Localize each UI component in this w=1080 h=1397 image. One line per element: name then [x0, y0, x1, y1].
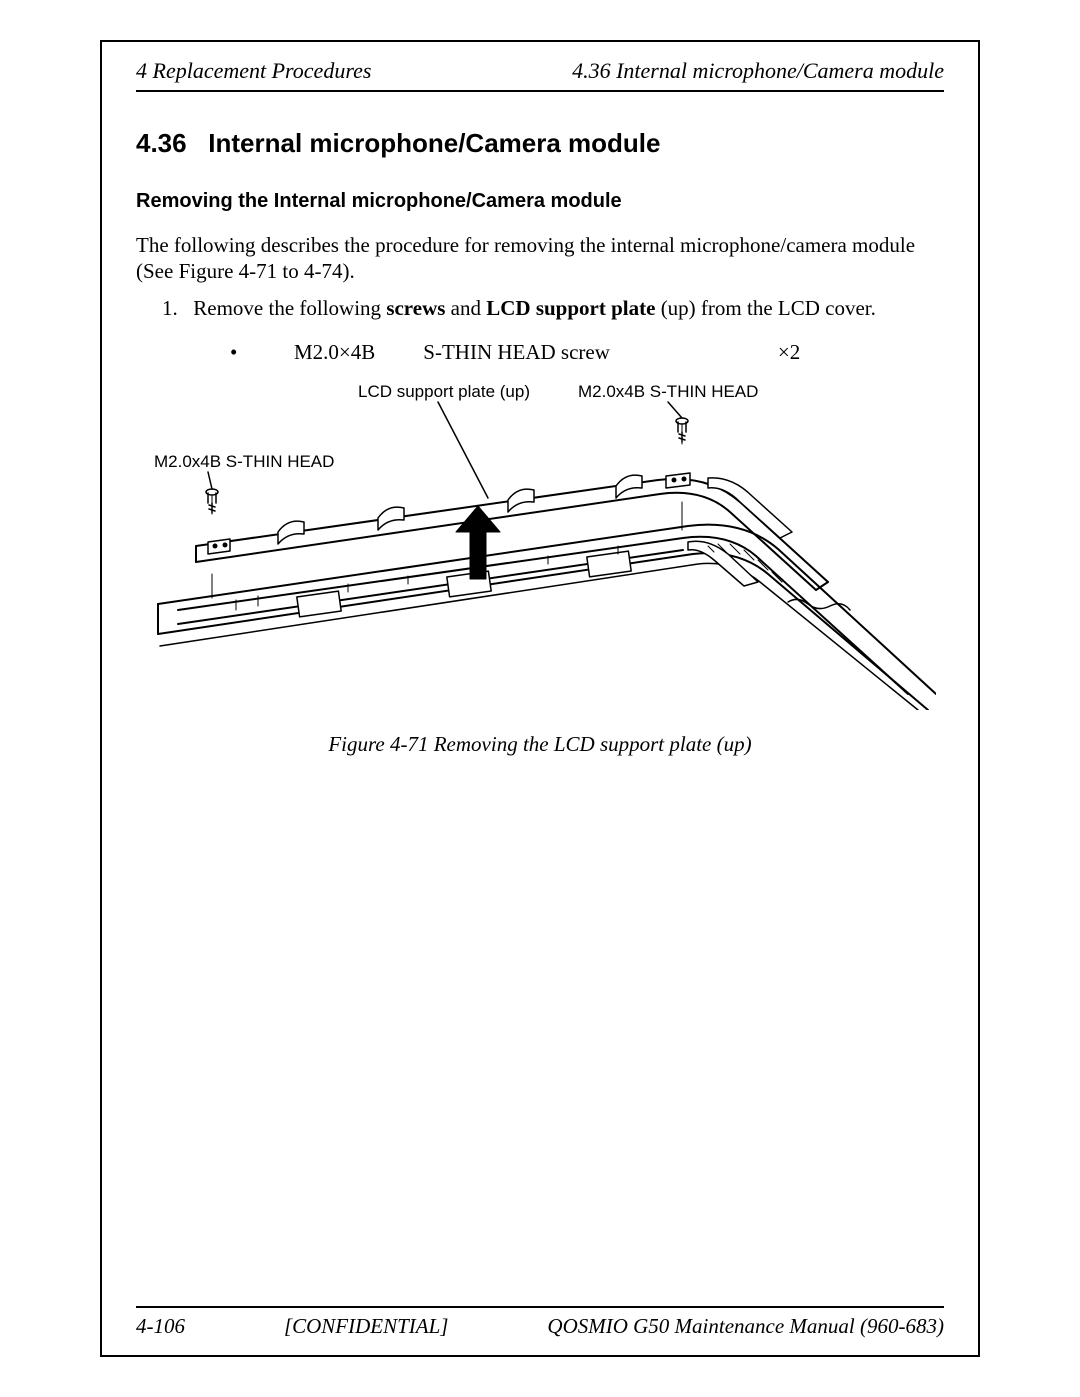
figure-svg — [148, 374, 936, 710]
page-header: 4 Replacement Procedures 4.36 Internal m… — [136, 58, 944, 92]
header-right: 4.36 Internal microphone/Camera module — [572, 58, 944, 84]
screw-spec: M2.0×4B — [294, 340, 375, 365]
figure-caption: Figure 4-71 Removing the LCD support pla… — [102, 732, 978, 757]
header-left: 4 Replacement Procedures — [136, 58, 371, 84]
footer-page: 4-106 — [136, 1314, 185, 1339]
step-1: 1. Remove the following screws and LCD s… — [162, 296, 944, 321]
intro-paragraph: The following describes the procedure fo… — [136, 232, 944, 285]
step-number: 1. — [162, 296, 188, 321]
footer-center: [CONFIDENTIAL] — [284, 1314, 449, 1339]
screw-qty: ×2 — [778, 340, 800, 365]
section-number: 4.36 — [136, 128, 187, 158]
step-bold-screws: screws — [386, 296, 445, 320]
step-text-post: (up) from the LCD cover. — [655, 296, 875, 320]
footer-right: QOSMIO G50 Maintenance Manual (960-683) — [547, 1314, 944, 1339]
screw-spec-row: • M2.0×4B S-THIN HEAD screw ×2 — [230, 340, 800, 365]
figure-label-screw-right: M2.0x4B S-THIN HEAD — [578, 382, 758, 402]
step-text-mid: and — [445, 296, 486, 320]
section-title: 4.36 Internal microphone/Camera module — [136, 128, 661, 159]
page-footer: 4-106 [CONFIDENTIAL] QOSMIO G50 Maintena… — [136, 1306, 944, 1339]
step-text-pre: Remove the following — [193, 296, 386, 320]
figure-label-plate: LCD support plate (up) — [358, 382, 530, 402]
subsection-title: Removing the Internal microphone/Camera … — [136, 190, 622, 213]
screw-type: S-THIN HEAD screw — [423, 340, 610, 365]
section-name: Internal microphone/Camera module — [208, 128, 660, 158]
step-bold-plate: LCD support plate — [486, 296, 655, 320]
bullet-dot: • — [230, 340, 246, 365]
figure-label-screw-left: M2.0x4B S-THIN HEAD — [154, 452, 334, 472]
page-frame: 4 Replacement Procedures 4.36 Internal m… — [100, 40, 980, 1357]
figure-4-71: LCD support plate (up) M2.0x4B S-THIN HE… — [148, 374, 936, 710]
